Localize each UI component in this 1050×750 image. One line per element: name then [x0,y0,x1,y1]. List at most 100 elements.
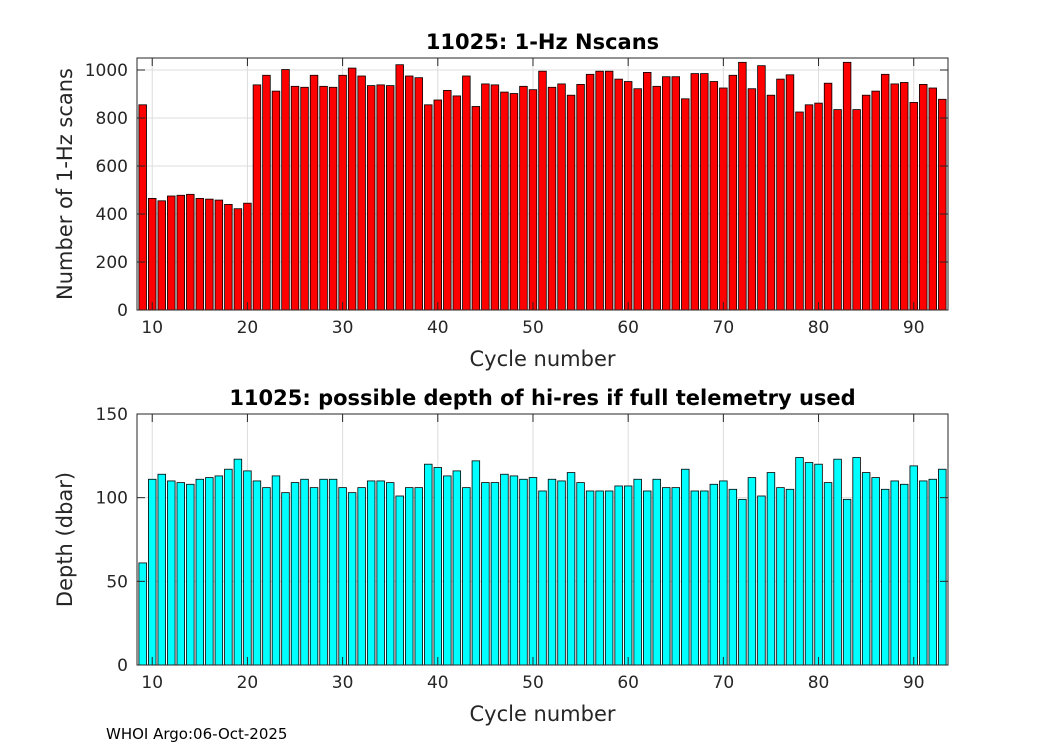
bar [224,203,233,311]
bar [138,562,147,666]
x-tick-label: 30 [332,318,354,338]
bar [424,104,433,311]
bar [262,487,271,666]
bar [433,99,443,311]
bar [519,478,528,666]
bar [347,492,357,666]
bar [528,477,538,666]
y-tick-label: 200 [96,253,128,273]
bar [938,98,947,311]
bar [405,487,414,666]
bar [861,94,871,311]
bar [757,495,766,666]
footer-credit: WHOI Argo:06-Oct-2025 [106,725,288,743]
x-tick-label: 10 [141,673,163,693]
bar [623,81,633,311]
x-tick-label: 20 [237,318,259,338]
bar [395,64,404,311]
bar [795,111,804,311]
bar [385,85,395,311]
x-tick-label: 90 [903,318,925,338]
x-tick-label: 60 [617,673,639,693]
bar [433,467,443,666]
bar [776,487,785,666]
x-tick-label: 70 [713,673,735,693]
bar [424,463,433,666]
bar [205,477,214,666]
bar [890,480,899,666]
bar [414,487,423,666]
bar [167,480,176,666]
x-tick-label: 40 [427,673,449,693]
bar [347,67,357,311]
y-tick-label: 150 [96,405,128,425]
bar [633,478,642,666]
x-tick-label: 90 [903,673,925,693]
bar [452,95,462,311]
bar [861,472,871,666]
bar [900,483,909,666]
bar [490,482,500,666]
y-tick-label: 400 [96,205,128,225]
bar [833,109,842,311]
bar [700,73,709,311]
bar [176,194,185,311]
bar [214,199,224,311]
bar [576,84,585,311]
bar [785,488,795,666]
bar [443,475,452,666]
bar [252,84,262,311]
bar [357,75,366,311]
chart-depth: 10 20 30 40 50 60 70 80 90 0 50 100 150 11025: possib… [53,386,949,726]
bar [462,487,471,666]
bar [681,98,690,311]
bar [186,483,195,666]
bar [167,195,176,311]
bar [709,81,719,311]
bar [471,460,481,666]
y-tick-label: 1000 [85,61,128,81]
bar [290,85,300,311]
bar [871,477,880,666]
bar [852,457,861,666]
bar [938,468,947,666]
bar [462,75,471,311]
bar [604,490,614,666]
bar [719,480,728,666]
bar [186,193,195,311]
bar [671,487,680,666]
bar [366,480,376,666]
bar [366,85,376,311]
bar [471,106,481,311]
bar [566,472,576,666]
bar [176,482,185,666]
bar [500,473,509,666]
x-tick-label: 70 [713,318,735,338]
bar [148,197,157,311]
chart-title: 11025: possible depth of hi-res if full … [229,386,855,410]
bar [338,74,347,311]
bar [595,70,604,311]
bar [623,485,633,666]
bar [614,78,623,311]
bar [804,462,814,666]
x-tick-label: 30 [332,673,354,693]
bar [604,70,614,311]
bar [309,487,319,666]
bar [148,478,157,666]
bar [281,492,290,666]
bar [271,475,281,666]
bar [928,478,937,666]
bar [195,197,205,311]
bar [443,90,452,311]
bar [519,85,528,311]
bar [814,102,823,311]
bar [157,200,166,311]
bar [662,487,671,666]
bar [481,482,490,666]
bar [319,85,328,311]
y-axis-label: Depth (dbar) [53,472,77,607]
bar [157,473,166,666]
x-tick-label: 80 [808,673,830,693]
